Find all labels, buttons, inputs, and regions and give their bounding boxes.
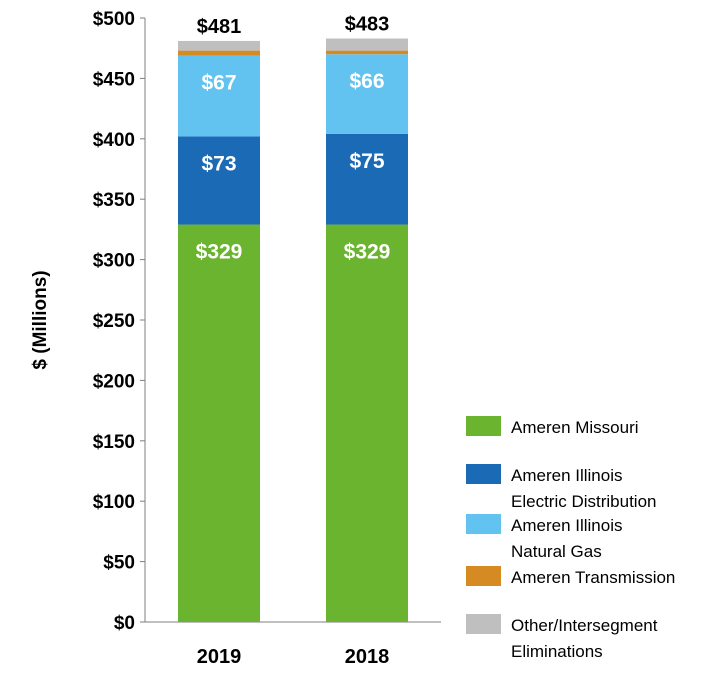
y-tick-label: $0 (114, 613, 135, 634)
legend-swatch (466, 416, 501, 436)
legend-label: Ameren Illinois (511, 466, 623, 485)
legend-label: Ameren Transmission (511, 568, 675, 587)
legend-swatch (466, 566, 501, 586)
bar-segment (178, 55, 260, 137)
bar-segment (326, 133, 408, 225)
bar-value-label: $75 (349, 150, 384, 173)
y-tick-label: $350 (93, 190, 135, 211)
y-tick-label: $450 (93, 69, 135, 90)
legend-label: Eliminations (511, 642, 603, 661)
bar-segment (178, 136, 260, 225)
bar-segment (178, 50, 260, 56)
legend-label: Ameren Illinois (511, 516, 623, 535)
legend-label: Natural Gas (511, 542, 602, 561)
y-tick-label: $300 (93, 251, 135, 272)
bar-value-label: $73 (201, 152, 236, 175)
legend-label: Ameren Missouri (511, 418, 639, 437)
bar-value-label: $66 (349, 70, 384, 93)
y-tick-label: $500 (93, 9, 135, 30)
legend-label: Other/Intersegment (511, 616, 658, 635)
bar-segment (178, 40, 260, 51)
bar-value-label: $329 (196, 241, 243, 264)
bar-segment (326, 38, 408, 51)
y-tick-label: $100 (93, 492, 135, 513)
bar-segment (326, 50, 408, 55)
bar-segment (326, 224, 408, 622)
bar-total-label: $483 (345, 14, 390, 36)
legend-swatch (466, 464, 501, 484)
bar-total-label: $481 (197, 16, 242, 38)
legend-swatch (466, 614, 501, 634)
x-category-label: 2019 (197, 646, 242, 668)
y-tick-label: $150 (93, 432, 135, 453)
y-tick-label: $200 (93, 371, 135, 392)
bar-segment (326, 54, 408, 134)
legend-swatch (466, 514, 501, 534)
x-category-label: 2018 (345, 646, 390, 668)
y-tick-label: $250 (93, 311, 135, 332)
bar-value-label: $67 (201, 71, 236, 94)
legend-label: Electric Distribution (511, 492, 657, 511)
y-tick-label: $400 (93, 130, 135, 151)
y-tick-label: $50 (103, 553, 135, 574)
bar-segment (178, 224, 260, 622)
bar-value-label: $329 (344, 241, 391, 264)
y-axis-label: $ (Millions) (30, 270, 51, 369)
